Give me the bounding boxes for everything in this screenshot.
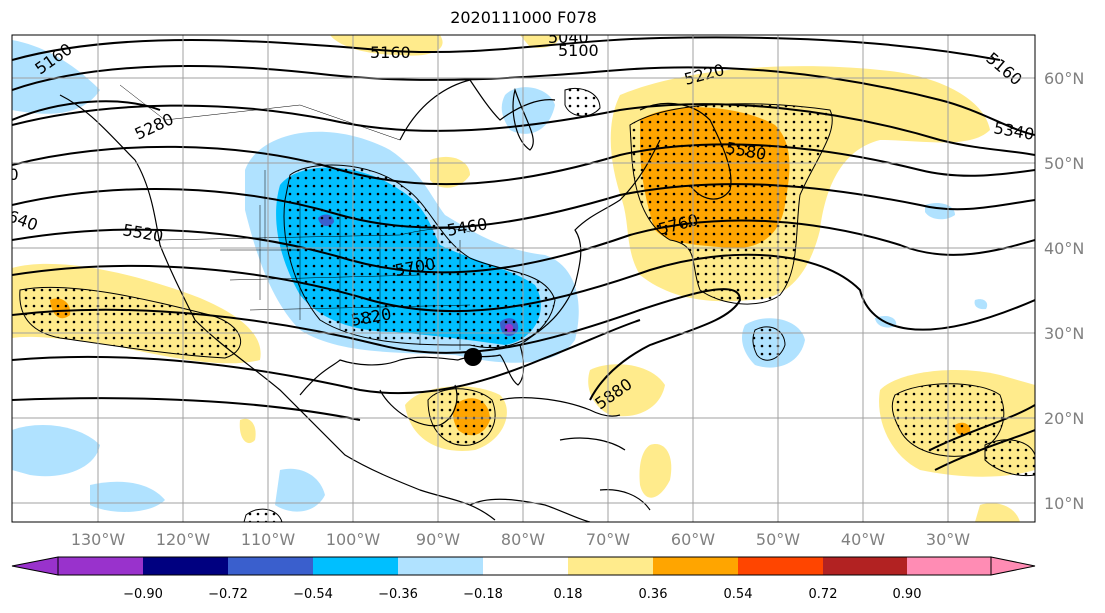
borders: [119, 84, 471, 350]
colorbar-tick-label: 0.72: [809, 587, 838, 602]
map-title: 2020111000 F078: [450, 8, 597, 27]
colorbar-swatch: [398, 557, 483, 575]
colorbar-swatch: [653, 557, 738, 575]
colorbar-frame: [57, 556, 992, 576]
lat-label: 60°N: [1044, 69, 1084, 88]
colorbar-tick-label: −0.36: [378, 587, 418, 602]
lat-label: 20°N: [1044, 409, 1084, 428]
lon-label: 50°W: [756, 530, 800, 549]
lat-label: 40°N: [1044, 239, 1084, 258]
colorbar-swatch: [143, 557, 228, 575]
colorbar-tick-label: 0.90: [893, 587, 922, 602]
lon-label: 60°W: [671, 530, 715, 549]
lon-label: 90°W: [416, 530, 460, 549]
lon-label: 80°W: [501, 530, 545, 549]
colorbar-swatch: [313, 557, 398, 575]
contour-label: 5160: [370, 43, 411, 62]
colorbar-swatch: [228, 557, 313, 575]
gridlines: [12, 35, 1035, 522]
colorbar-swatch: [568, 557, 653, 575]
colorbar-extend-high: [990, 556, 1036, 576]
lon-label: 120°W: [156, 530, 211, 549]
lon-label: 100°W: [326, 530, 381, 549]
lon-label: 110°W: [241, 530, 296, 549]
colorbar-swatch: [738, 557, 823, 575]
map-area: 5160 5040 5100 5160 5220 5280 5340 5160 …: [0, 28, 1035, 522]
map-frame: [11, 34, 1036, 523]
lat-label: 30°N: [1044, 324, 1084, 343]
colorbar-swatch: [58, 557, 143, 575]
colorbar: −0.90 −0.72 −0.54 −0.36 −0.18 0.18 0.36 …: [11, 556, 1036, 602]
colorbar-tick-label: −0.18: [463, 587, 503, 602]
colorbar-tick-label: −0.90: [123, 587, 163, 602]
lon-label: 70°W: [586, 530, 630, 549]
lon-label: 130°W: [71, 530, 126, 549]
colorbar-swatch: [823, 557, 907, 575]
latitude-labels: 60°N 50°N 40°N 30°N 20°N 10°N: [1044, 69, 1084, 513]
colorbar-swatch: [907, 557, 991, 575]
height-contours: [12, 36, 1035, 471]
colorbar-tick-label: −0.72: [208, 587, 248, 602]
lat-label: 50°N: [1044, 154, 1084, 173]
lon-label: 30°W: [926, 530, 970, 549]
contour-label: 5400: [0, 165, 19, 184]
colorbar-tick-label: 0.54: [724, 587, 753, 602]
colorbar-extend-low: [11, 556, 59, 576]
significance-stipple: [19, 87, 1035, 522]
colorbar-swatch: [483, 557, 568, 575]
contour-label: 5100: [558, 41, 599, 60]
longitude-labels: 130°W 120°W 110°W 100°W 90°W 80°W 70°W 6…: [71, 530, 970, 549]
lat-label: 10°N: [1044, 494, 1084, 513]
storm-center-marker: [464, 348, 482, 366]
contour-label: 5040: [548, 28, 589, 47]
colorbar-tick-label: 0.18: [554, 587, 583, 602]
colorbar-tick-label: 0.36: [639, 587, 668, 602]
colorbar-tick-label: −0.54: [293, 587, 333, 602]
lon-label: 40°W: [841, 530, 885, 549]
